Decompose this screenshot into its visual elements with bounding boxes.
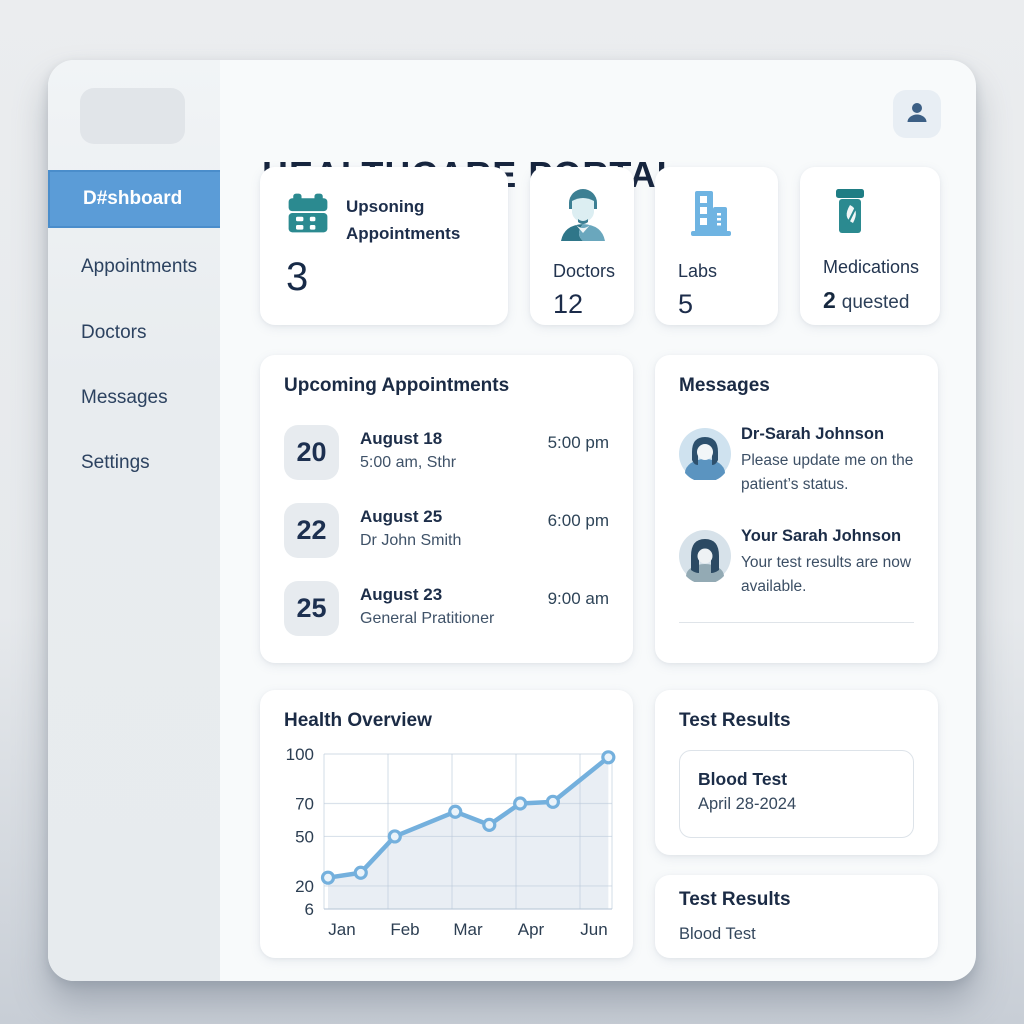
health-overview-card: Health Overview 100 70 50 20 6 Jan Feb Mar Apr Ju… (260, 690, 633, 958)
svg-text:50: 50 (295, 827, 314, 846)
appointment-day: 22 (284, 503, 339, 558)
sidebar-item-doctors[interactable]: Doctors (48, 320, 220, 346)
sidebar: D#shboard Appointments Doctors Messages … (48, 60, 220, 981)
stat-value: 2 (823, 287, 836, 313)
appointment-row[interactable]: 22 August 25 Dr John Smith 6:00 pm (284, 503, 609, 561)
svg-text:20: 20 (295, 877, 314, 896)
svg-text:6: 6 (305, 900, 314, 919)
pill-bottle-icon (824, 185, 874, 244)
logo-placeholder (80, 88, 185, 144)
message-text: Your test results are now available. (741, 554, 912, 595)
appointment-date: August 23 (360, 585, 443, 604)
sidebar-item-appointments[interactable]: Appointments (48, 254, 220, 280)
stat-card-medications[interactable]: Medications 2 quested (800, 167, 940, 325)
appointment-detail: 5:00 am, Sthr (360, 454, 457, 471)
user-profile-button[interactable] (893, 90, 941, 138)
svg-text:Mar: Mar (453, 920, 483, 939)
divider (679, 622, 914, 623)
stat-card-appointments[interactable]: Upsoning Appointments 3 (260, 167, 508, 325)
test-results-card-2: Test Results Blood Test (655, 875, 938, 958)
svg-text:Jan: Jan (328, 920, 355, 939)
card-title: Health Overview (284, 710, 432, 731)
svg-text:Jun: Jun (580, 920, 607, 939)
svg-text:Apr: Apr (518, 920, 545, 939)
test-results-card: Test Results Blood Test April 28-2024 (655, 690, 938, 855)
sidebar-item-messages[interactable]: Messages (48, 385, 220, 411)
sidebar-item-label: D#shboard (83, 188, 183, 209)
test-date: April 28-2024 (698, 795, 797, 813)
appointment-date: August 18 (360, 429, 443, 448)
sidebar-item-label: Messages (81, 387, 168, 408)
test-name: Blood Test (698, 769, 788, 789)
card-title: Upcoming Appointments (284, 375, 510, 396)
appointment-day: 20 (284, 425, 339, 480)
svg-text:70: 70 (295, 794, 314, 813)
appointment-detail: General Pratitioner (360, 610, 495, 627)
message-item[interactable]: Your Sarah Johnson Your test results are… (679, 527, 914, 619)
sidebar-item-label: Appointments (81, 256, 198, 277)
card-title: Test Results (679, 889, 791, 910)
user-icon (903, 98, 931, 131)
stat-suffix: quested (841, 292, 910, 313)
health-chart: 100 70 50 20 6 Jan Feb Mar Apr Jun (274, 740, 619, 950)
appointment-time: 5:00 pm (547, 433, 609, 452)
svg-text:100: 100 (286, 745, 314, 764)
appointment-detail: Dr John Smith (360, 532, 462, 549)
sidebar-item-label: Doctors (81, 322, 147, 343)
appointment-row[interactable]: 20 August 18 5:00 am, Sthr 5:00 pm (284, 425, 609, 483)
lab-building-icon (683, 187, 737, 246)
test-result-entry[interactable]: Blood Test April 28-2024 (679, 750, 914, 838)
stat-value: 5 (678, 289, 694, 319)
calendar-icon (284, 189, 332, 242)
avatar (679, 428, 731, 485)
stat-card-doctors[interactable]: Doctors 12 (530, 167, 634, 325)
sidebar-item-dashboard[interactable]: D#shboard (48, 170, 220, 228)
stat-card-labs[interactable]: Labs 5 (655, 167, 778, 325)
appointments-card: Upcoming Appointments 20 August 18 5:00 … (260, 355, 633, 663)
stat-label: Labs (678, 261, 718, 281)
stat-label: Upsoning Appointments (346, 197, 461, 243)
avatar (679, 530, 731, 587)
appointment-row[interactable]: 25 August 23 General Pratitioner 9:00 am (284, 581, 609, 639)
message-sender: Dr-Sarah Johnson (741, 425, 885, 443)
message-text: Please update me on the patient’s status… (741, 452, 914, 493)
messages-card: Messages Dr-Sarah Johnson Please update … (655, 355, 938, 663)
app-window: D#shboard Appointments Doctors Messages … (48, 60, 976, 981)
card-title: Messages (679, 375, 770, 396)
sidebar-item-settings[interactable]: Settings (48, 450, 220, 476)
svg-text:Feb: Feb (390, 920, 419, 939)
test-name[interactable]: Blood Test (679, 925, 756, 943)
appointment-time: 6:00 pm (547, 511, 609, 530)
card-title: Test Results (679, 710, 791, 731)
sidebar-item-label: Settings (81, 452, 150, 473)
appointment-time: 9:00 am (547, 589, 609, 608)
stat-value: 3 (286, 255, 309, 299)
message-sender: Your Sarah Johnson (741, 527, 902, 545)
stat-label: Medications (823, 257, 920, 277)
stat-value: 12 (553, 289, 584, 319)
appointment-day: 25 (284, 581, 339, 636)
message-item[interactable]: Dr-Sarah Johnson Please update me on the… (679, 425, 914, 517)
stat-label: Doctors (553, 261, 616, 281)
appointment-date: August 25 (360, 507, 443, 526)
stat-value-row: 2 quested (823, 287, 909, 314)
doctor-icon (556, 183, 610, 250)
